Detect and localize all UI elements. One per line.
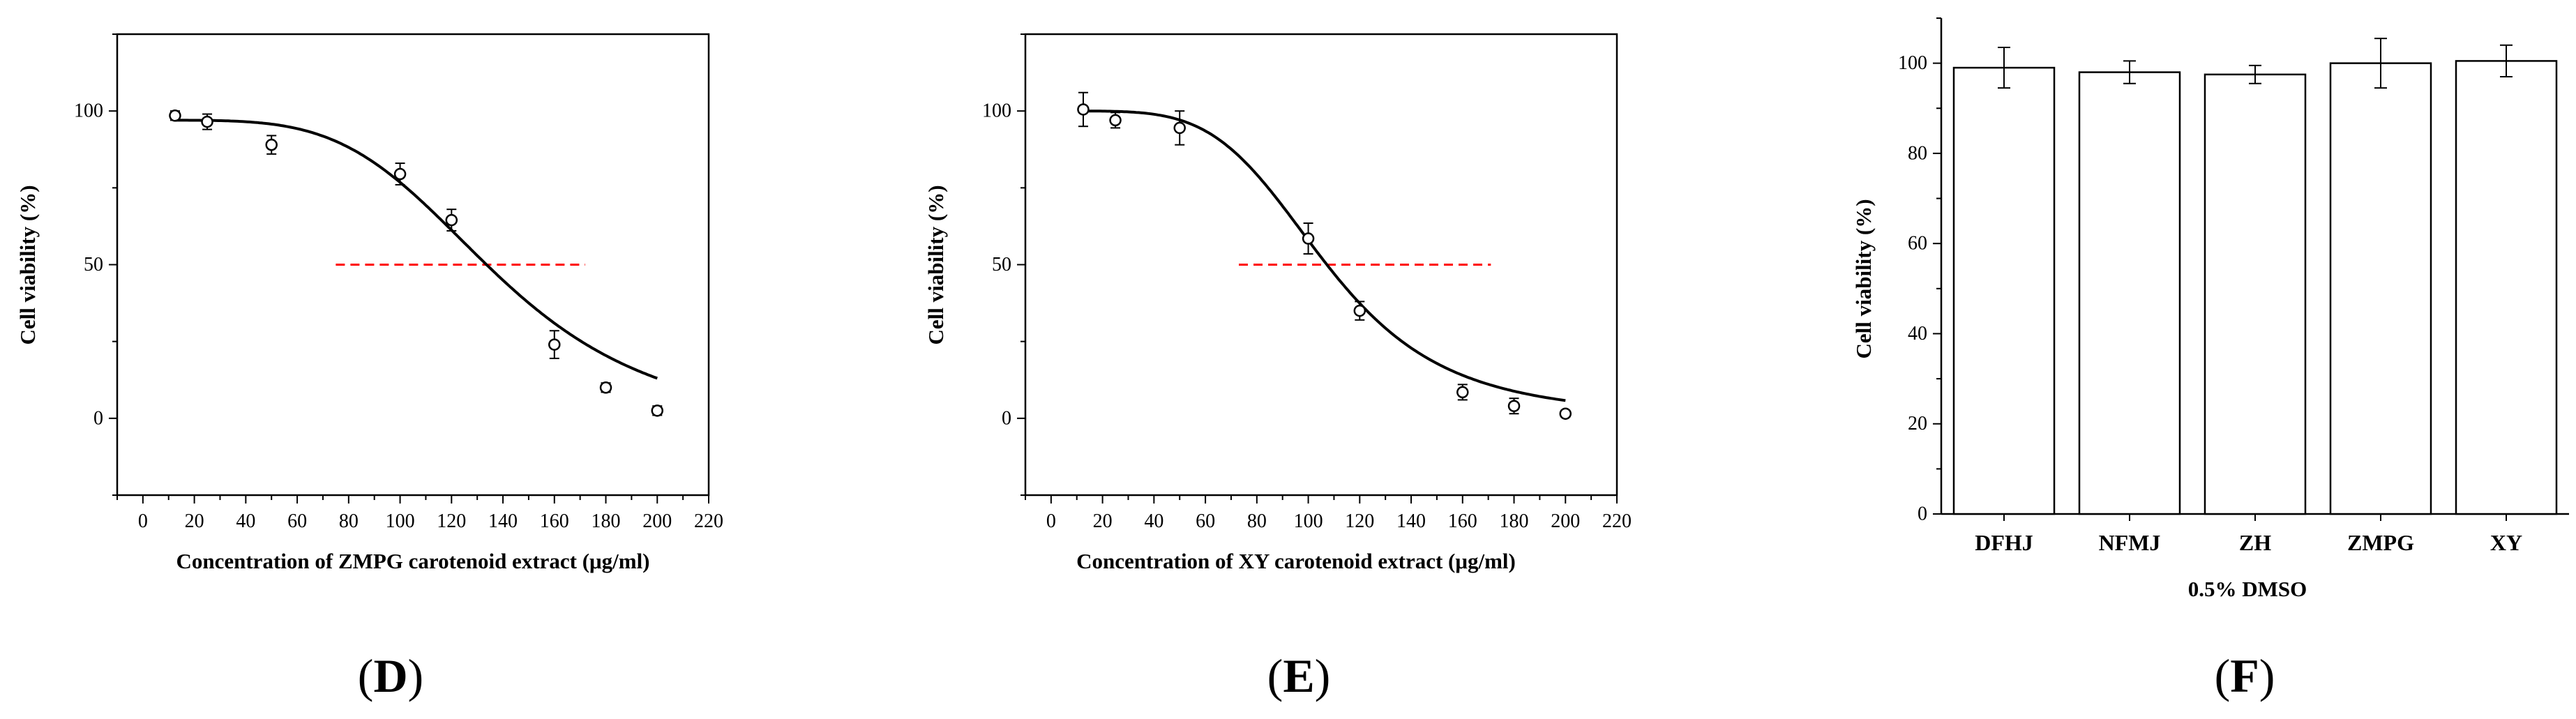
panel-d-x-tick-label: 100 (386, 510, 415, 532)
panel-e-data-point (1173, 121, 1186, 135)
panel-f-category-label: DFHJ (1975, 530, 2033, 555)
panel-e-data-point (1507, 400, 1521, 412)
panel-d-x-tick-label: 120 (437, 510, 466, 532)
panel-e-data-point (1302, 232, 1315, 245)
panel-f-bar (2204, 73, 2307, 515)
panel-f-y-tick-label: 0 (1918, 504, 1927, 525)
panel-e-chart: 0 20 40 60 80 100 120 140 160 180 200 220 0 50 100 Cel… (924, 33, 1632, 702)
panel-d-x-tick-label: 20 (185, 510, 204, 532)
panel-f-category-label: ZH (2239, 530, 2271, 555)
panel-f-bar (2455, 60, 2558, 515)
panel-f-xlabel: 0.5% DMSO (2188, 577, 2307, 601)
panel-d-data-point (201, 115, 213, 128)
panel-d-y-tick-label: 0 (93, 407, 103, 429)
panel-e-y-tick-label: 100 (982, 100, 1011, 122)
panel-d-x-tick-label: 80 (339, 510, 359, 532)
panel-e-x-tick-label: 40 (1144, 510, 1163, 532)
panel-e-marks: 0 20 40 60 80 100 120 140 160 180 200 220 0 50 100 (982, 33, 1632, 532)
panel-d-x-tick-label: 220 (694, 510, 723, 532)
panel-d-x-tick-label: 200 (642, 510, 672, 532)
panel-f-y-tick-label: 60 (1908, 233, 1927, 255)
panel-e-ylabel: Cell viability (%) (924, 185, 948, 345)
panel-d-data-point (651, 404, 664, 417)
panel-d-x-tick-label: 180 (592, 510, 621, 532)
panel-e-x-tick-label: 100 (1294, 510, 1323, 532)
panel-f-label: (F) (2215, 649, 2275, 702)
panel-f-category-label: XY (2490, 530, 2522, 555)
panel-d-data-point (445, 213, 458, 227)
panel-e-x-tick-label: 80 (1247, 510, 1267, 532)
panel-d-data-point (548, 338, 561, 351)
panel-d-data-point (265, 138, 278, 151)
panel-e-data-point (1456, 386, 1469, 399)
panel-e-y-tick-label: 50 (992, 254, 1011, 275)
panel-e-x-tick-label: 160 (1448, 510, 1477, 532)
panel-d-y-tick-label: 100 (74, 100, 103, 122)
panel-e-x-tick-label: 140 (1396, 510, 1426, 532)
panel-d-x-tick-label: 160 (540, 510, 569, 532)
panel-e-label: (E) (1267, 649, 1331, 702)
panel-d-marks: 0 20 40 60 80 100 120 140 160 180 200 220 0 50 100 (74, 33, 723, 532)
panel-e-xlabel: Concentration of XY carotenoid extract (… (1076, 549, 1516, 573)
panel-e-x-tick-label: 200 (1551, 510, 1580, 532)
panel-f-y-tick-label: 100 (1898, 52, 1927, 74)
panel-d-xlabel: Concentration of ZMPG carotenoid extract… (176, 549, 649, 573)
panel-d-x-tick-label: 140 (488, 510, 518, 532)
panel-e-x-tick-label: 180 (1500, 510, 1529, 532)
panel-f-marks: 0 20 40 60 80 100 DFHJ NFMJ ZH ZMPG XY (1898, 17, 2569, 555)
panel-d-x-tick-label: 40 (236, 510, 255, 532)
panel-f-bar (2329, 62, 2432, 515)
panel-e-x-tick-label: 0 (1046, 510, 1056, 532)
panel-e-data-point (1353, 304, 1366, 317)
panel-d-x-tick-label: 60 (287, 510, 307, 532)
panel-f-y-tick-label: 20 (1908, 413, 1927, 434)
panel-e-fit-curve (1083, 109, 1566, 402)
panel-f-ylabel: Cell viability (%) (1851, 199, 1876, 358)
panel-e-x-tick-label: 120 (1345, 510, 1374, 532)
panel-e-y-tick-label: 0 (1002, 407, 1011, 429)
panel-e-x-tick-label: 60 (1196, 510, 1215, 532)
panel-d-chart: 0 20 40 60 80 100 120 140 160 180 200 220 0 50 100 Cel… (15, 33, 723, 702)
panel-d-y-tick-label: 50 (84, 254, 103, 275)
panel-f-bar (1952, 66, 2056, 515)
panel-f-y-tick-label: 80 (1908, 142, 1927, 164)
panel-e-x-tick-label: 220 (1602, 510, 1632, 532)
panel-f-category-label: ZMPG (2347, 530, 2414, 555)
panel-f-category-label: NFMJ (2099, 530, 2161, 555)
panel-e-data-point (1559, 407, 1572, 420)
panel-d-fit-curve (175, 119, 658, 380)
panel-e-data-point (1109, 114, 1122, 127)
panel-f-y-tick-label: 40 (1908, 323, 1927, 345)
panel-f-bar (2078, 71, 2181, 515)
panel-d-x-tick-label: 0 (138, 510, 148, 532)
panel-d-data-point (599, 381, 612, 394)
panel-e-x-tick-label: 20 (1093, 510, 1113, 532)
panel-e-data-point (1077, 103, 1090, 116)
panel-d-label: (D) (358, 649, 423, 702)
panel-f-chart: 0 20 40 60 80 100 DFHJ NFMJ ZH ZMPG XY Cell viabil… (1851, 17, 2569, 702)
panel-d-ylabel: Cell viability (%) (15, 185, 40, 345)
panel-d-data-point (169, 109, 181, 122)
panel-d-data-point (393, 167, 407, 181)
